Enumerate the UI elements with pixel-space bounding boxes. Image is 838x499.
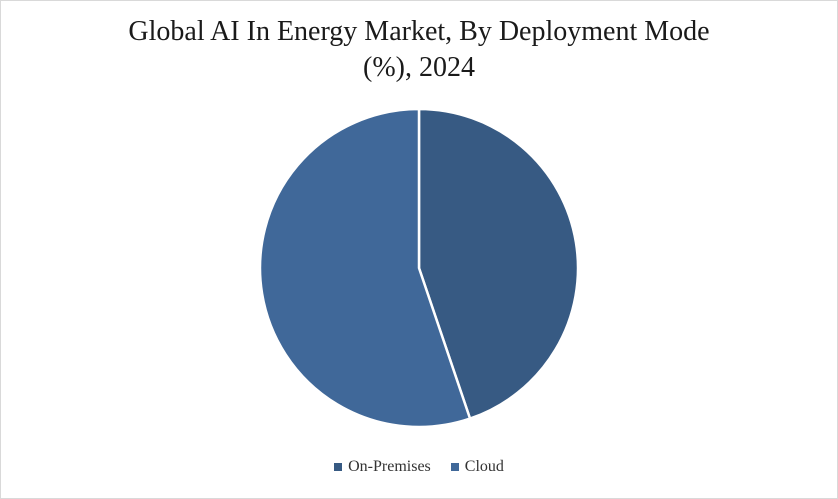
chart-title-line-1: Global AI In Energy Market, By Deploymen… <box>128 16 710 47</box>
legend-item-cloud: Cloud <box>450 458 504 476</box>
pie-slices <box>258 107 580 429</box>
legend-label-on-premises: On-Premises <box>348 458 431 475</box>
legend-swatch-on-premises <box>334 463 343 471</box>
pie-slice-on-premises <box>417 107 580 420</box>
legend-item-on-premises: On-Premises <box>334 458 431 476</box>
legend-label-cloud: Cloud <box>464 458 504 475</box>
chart-title-line-2: (%), 2024 <box>363 52 475 83</box>
pie-slice-cloud <box>258 107 472 429</box>
chart-title: Global AI In Energy Market, By Deploymen… <box>0 14 838 86</box>
legend: On-Premises Cloud <box>0 458 838 476</box>
legend-swatch-cloud <box>450 463 459 471</box>
